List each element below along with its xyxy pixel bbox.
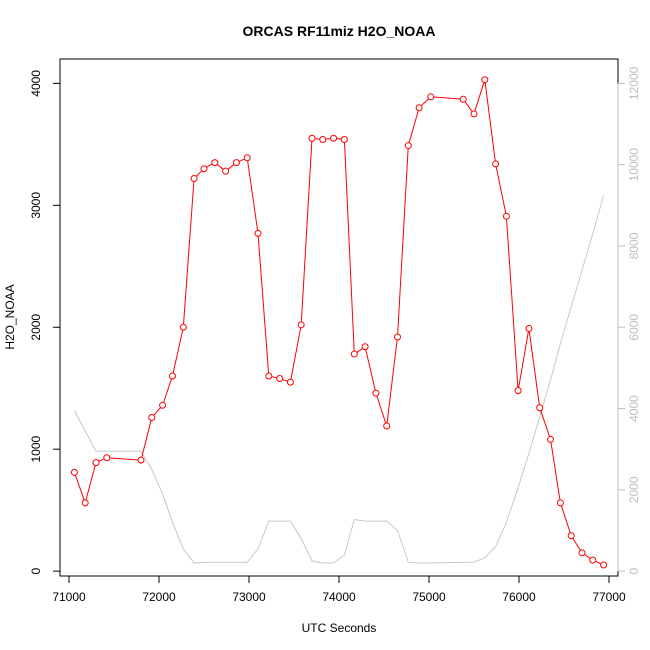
series-layer [70,76,608,569]
data-point [179,323,187,331]
data-point [427,93,435,101]
data-point [330,134,338,142]
x-tick-label: 72000 [142,590,176,604]
data-point [308,134,316,142]
data-point [514,387,522,395]
y-axis: 0 1000 2000 3000 4000 [29,70,61,574]
data-point [254,229,262,237]
data-point [600,561,608,569]
data-point [148,413,156,421]
data-point [470,110,478,118]
secondary-series-line [73,195,605,564]
data-point [481,76,489,84]
y-tick-label: 2000 [29,314,43,341]
y-tick-label: 4000 [29,70,43,97]
data-point [137,456,145,464]
data-point [404,142,412,150]
data-point [459,95,467,103]
data-point [103,454,111,462]
data-point [265,372,273,380]
x-tick-label: 74000 [322,590,356,604]
data-point [547,435,554,443]
data-point [92,459,100,467]
data-point [492,160,500,168]
data-point [536,404,544,412]
data-point [159,401,167,409]
data-point [190,174,198,182]
data-point [556,499,564,507]
data-point [383,422,391,430]
y2-tick-label: 4000 [627,395,641,422]
data-point [589,556,597,564]
y2-axis: 0 2000 4000 6000 8000 10000 12000 [617,66,641,574]
data-point [525,324,533,332]
data-point [340,135,348,143]
x-tick-label: 76000 [502,590,536,604]
data-point [81,499,89,507]
data-point [232,159,240,167]
y2-tick-label: 2000 [627,476,641,503]
x-tick-label: 77000 [592,590,626,604]
chart-title: ORCAS RF11miz H2O_NOAA [243,23,436,39]
y-tick-label: 1000 [29,436,43,463]
y2-tick-label: 10000 [627,148,641,182]
data-point [361,343,369,351]
data-point [415,104,423,112]
data-point [394,333,401,341]
data-point [297,321,305,329]
y-tick-label: 3000 [29,192,43,219]
data-point [70,468,78,476]
y2-tick-label: 0 [627,567,641,574]
data-point [286,378,294,386]
data-point [276,374,284,382]
data-point [169,372,176,380]
data-point [372,389,380,397]
data-point [243,154,251,162]
data-point [222,167,230,175]
data-point [319,135,327,143]
y-tick-label: 0 [29,567,43,574]
x-axis: 71000 72000 73000 74000 75000 76000 77000 [52,575,626,604]
data-point [567,532,575,540]
y-axis-label: H2O_NOAA [3,284,17,349]
x-axis-label: UTC Seconds [302,621,377,635]
y2-tick-label: 8000 [627,232,641,259]
data-point [350,350,358,358]
data-point [502,212,510,220]
x-tick-label: 75000 [412,590,446,604]
x-tick-label: 73000 [232,590,266,604]
y2-tick-label: 6000 [627,314,641,341]
plot-frame [59,58,619,577]
x-tick-label: 71000 [52,590,86,604]
data-point [200,165,208,173]
data-point [211,159,219,167]
data-point [578,549,586,557]
primary-series-line [73,79,604,566]
y2-tick-label: 12000 [627,66,641,100]
